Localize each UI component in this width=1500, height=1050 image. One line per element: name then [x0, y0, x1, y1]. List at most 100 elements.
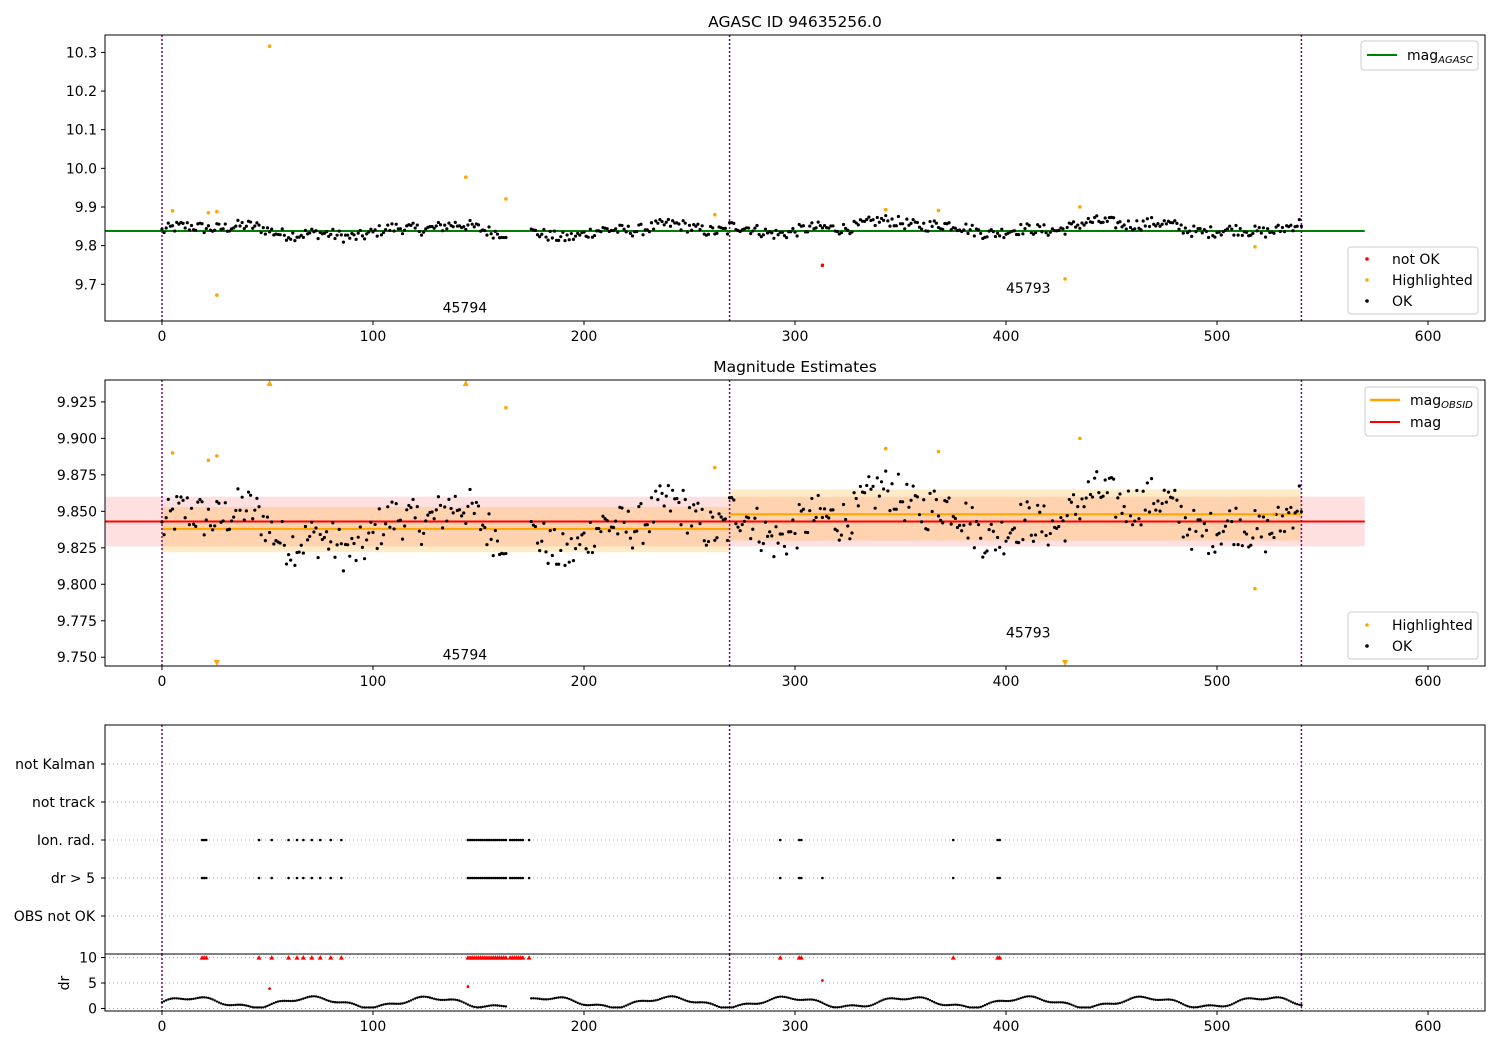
flag-point — [515, 838, 518, 842]
dr-point — [1110, 1002, 1113, 1005]
ok-point — [1145, 217, 1149, 221]
ok-point — [434, 508, 438, 512]
ok-point — [793, 230, 797, 234]
magnitude-estimates-title: Magnitude Estimates — [713, 358, 877, 376]
dr-point — [911, 996, 915, 1000]
ok-point — [1057, 228, 1061, 232]
dr-point — [1049, 1000, 1052, 1004]
ok-point — [548, 229, 552, 234]
flag-point — [483, 876, 487, 880]
dr-point — [211, 998, 214, 1001]
ok-point — [301, 551, 305, 555]
ok-point — [599, 230, 603, 234]
dr-point — [838, 1005, 841, 1009]
dr-point — [504, 1005, 508, 1008]
dr-point — [873, 1002, 877, 1005]
ok-point — [371, 530, 375, 534]
highlighted-point — [504, 197, 508, 201]
dr-point — [593, 1003, 596, 1007]
ok-point — [550, 236, 554, 240]
ok-point — [584, 547, 588, 551]
dr-point — [726, 1006, 729, 1009]
ok-point — [725, 232, 730, 236]
dr-point — [620, 1005, 624, 1009]
dr-point — [650, 999, 653, 1003]
dr-point — [760, 1002, 763, 1005]
ok-point — [443, 505, 447, 509]
ok-point — [1038, 510, 1042, 514]
ok-point — [1048, 531, 1052, 536]
dr-point — [1066, 1002, 1069, 1005]
legend-ok: OK — [1392, 294, 1413, 310]
flag-point — [510, 876, 514, 880]
ok-point — [533, 524, 538, 529]
ok-point — [791, 227, 795, 231]
ok-point — [487, 512, 491, 516]
ok-point — [1061, 519, 1065, 523]
ok-point — [447, 221, 451, 225]
dr-point — [909, 997, 913, 1000]
dr-point — [363, 1006, 366, 1009]
dr-point — [403, 1001, 406, 1005]
dr-point — [795, 998, 799, 1001]
ok-point — [972, 546, 976, 550]
ok-point — [934, 498, 938, 502]
dr-point — [407, 1000, 411, 1003]
ok-point — [1152, 222, 1156, 226]
ok-point — [668, 224, 673, 228]
ok-point — [666, 217, 670, 222]
ok-point — [327, 547, 331, 551]
dr-point — [274, 1001, 278, 1004]
dr-point — [817, 999, 820, 1003]
dr-point — [319, 996, 322, 999]
ok-point — [985, 235, 989, 239]
ok-point — [1278, 529, 1282, 533]
dr-point — [825, 1003, 828, 1007]
ok-point — [1114, 515, 1118, 519]
ok-point — [1042, 223, 1046, 227]
dr-point — [884, 997, 887, 1001]
ok-point — [917, 513, 922, 517]
ok-point — [932, 219, 936, 223]
legend-mag-obsid-sub: OBSID — [1441, 400, 1473, 411]
ok-point — [882, 487, 886, 491]
dr-point — [344, 1001, 347, 1004]
dr-point — [920, 996, 923, 999]
ok-point — [316, 555, 320, 560]
ok-point — [232, 515, 236, 519]
dr-point — [677, 996, 681, 1000]
dr-point — [1139, 995, 1143, 998]
dr-point — [1084, 1006, 1088, 1009]
ok-point — [438, 503, 443, 507]
dr-point — [1194, 1006, 1198, 1009]
ok-point — [749, 537, 753, 541]
ok-point — [390, 222, 394, 226]
dr-point — [371, 1006, 375, 1009]
dr-point — [451, 998, 455, 1001]
dr-point — [584, 1003, 588, 1007]
dr-point — [314, 995, 318, 998]
ok-point — [546, 561, 550, 565]
dr-point — [1080, 1006, 1084, 1009]
ok-point — [1141, 219, 1145, 223]
ok-point — [278, 541, 282, 545]
dr-point — [215, 1000, 219, 1003]
dr-point — [783, 995, 786, 999]
ok-point — [1158, 224, 1162, 228]
ok-point — [1230, 227, 1234, 231]
dr-point — [1030, 995, 1033, 998]
dr-point — [426, 995, 430, 999]
flag-point — [498, 838, 501, 842]
dr-point — [1196, 1005, 1200, 1009]
ok-point — [751, 229, 755, 233]
dr-point — [500, 1004, 503, 1008]
ok-point — [719, 515, 723, 519]
ok-point — [711, 515, 715, 519]
dr-point — [272, 1001, 276, 1005]
dr-point — [449, 998, 453, 1001]
dr-point — [861, 1005, 864, 1008]
flag-point — [797, 876, 801, 880]
dr-point — [983, 1004, 987, 1007]
ok-point — [1230, 520, 1234, 524]
ok-point — [415, 505, 419, 509]
